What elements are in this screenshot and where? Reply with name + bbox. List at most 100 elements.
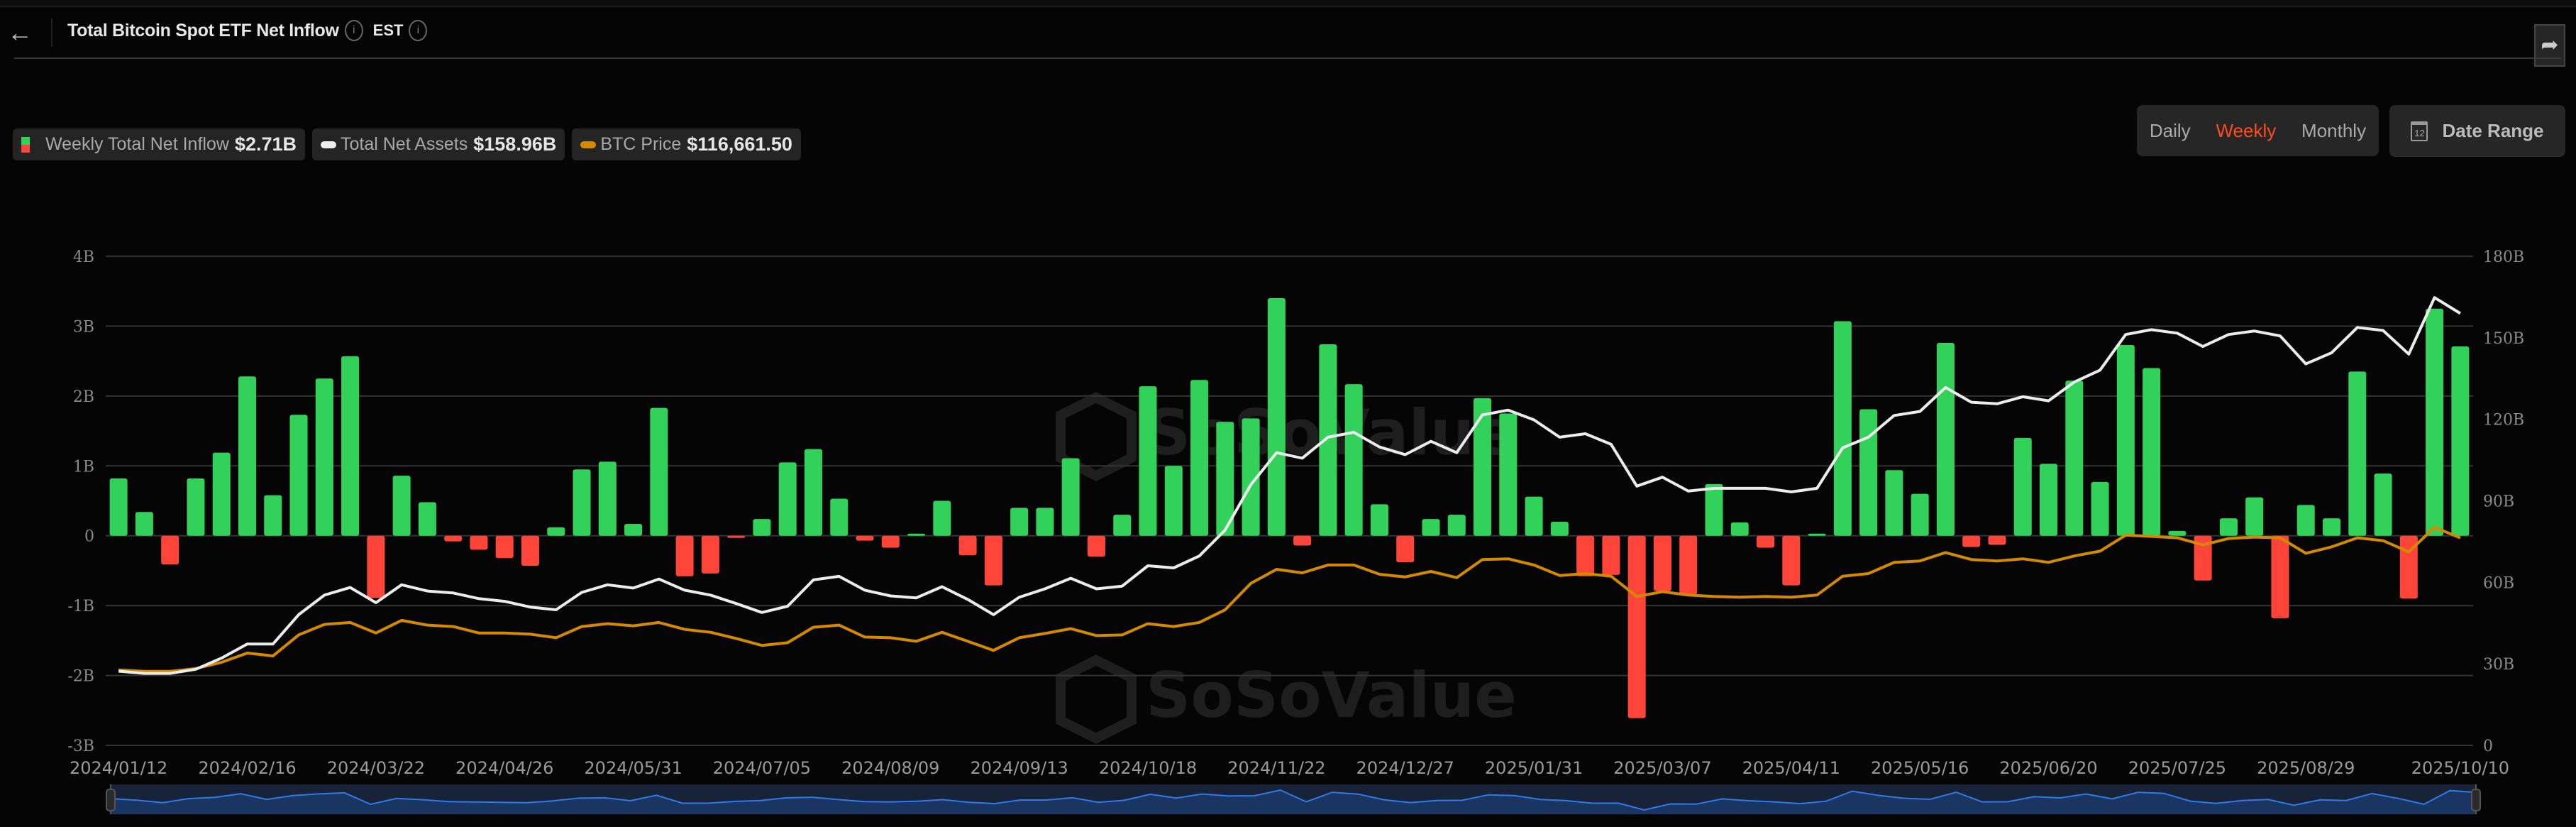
inflow-bar xyxy=(1757,535,1775,548)
inflow-bar xyxy=(2143,368,2161,536)
slider-handle[interactable] xyxy=(106,789,116,811)
period-weekly[interactable]: Weekly xyxy=(2216,119,2277,141)
left-axis-tick-label: 0 xyxy=(84,528,94,546)
inflow-bar xyxy=(2091,481,2109,536)
x-axis-tick-label: 2025/03/07 xyxy=(1613,758,1711,778)
inflow-bar xyxy=(1653,535,1671,591)
inflow-bar xyxy=(907,533,926,536)
inflow-bar xyxy=(1010,508,1029,536)
inflow-bar xyxy=(367,535,385,598)
inflow-bar xyxy=(1422,519,1440,536)
x-axis-tick-label: 2025/08/29 xyxy=(2257,758,2355,778)
period-selector: Daily Weekly Monthly xyxy=(2137,105,2379,156)
x-axis-tick-label: 2025/01/31 xyxy=(1485,758,1583,778)
inflow-bar xyxy=(547,527,565,536)
legend-btc-price[interactable]: BTC Price $116,661.50 xyxy=(572,128,801,160)
slider-handle[interactable] xyxy=(2471,789,2481,811)
range-slider xyxy=(106,784,2481,814)
inflow-bar xyxy=(1474,398,1492,536)
inflow-bar xyxy=(2013,437,2032,536)
right-axis-tick-label: 150B xyxy=(2483,330,2524,348)
left-axis-tick-label: 4B xyxy=(73,248,94,266)
inflow-bar xyxy=(1267,298,1286,536)
inflow-bar xyxy=(2194,535,2212,581)
x-axis-tick-label: 2024/05/31 xyxy=(584,758,682,778)
inflow-bar xyxy=(2271,535,2289,618)
inflow-bar xyxy=(2323,518,2341,536)
info-circle-icon[interactable]: i xyxy=(409,20,428,41)
inflow-bar xyxy=(2296,505,2315,536)
x-axis-tick-label: 2024/07/05 xyxy=(713,758,811,778)
inflow-bar xyxy=(1242,418,1260,536)
inflow-bar xyxy=(2426,308,2444,536)
period-daily[interactable]: Daily xyxy=(2149,119,2191,141)
legend-net-inflow[interactable]: Weekly Total Net Inflow $2.71B xyxy=(13,128,305,160)
inflow-bar xyxy=(1447,515,1466,536)
inflow-bar xyxy=(2374,473,2392,536)
x-axis-tick-label: 2024/10/18 xyxy=(1099,758,1197,778)
inflow-bar xyxy=(238,376,256,536)
share-arrow-icon: ➦ xyxy=(2541,33,2559,57)
inflow-bar xyxy=(1730,522,1749,536)
inflow-bar xyxy=(1576,535,1595,576)
date-range-label: Date Range xyxy=(2442,120,2544,141)
info-circle-icon[interactable]: i xyxy=(344,20,363,41)
inflow-bar xyxy=(675,535,694,576)
right-axis-tick-label: 120B xyxy=(2483,412,2524,429)
inflow-bar xyxy=(1988,535,2006,545)
inflow-bar xyxy=(1319,344,1337,536)
inflow-bar xyxy=(1216,422,1234,536)
inflow-bar xyxy=(1396,535,1415,563)
inflow-bar xyxy=(1164,466,1183,536)
x-axis-tick-label: 2024/04/26 xyxy=(455,758,553,778)
x-axis-tick-label: 2025/05/16 xyxy=(1871,758,1969,778)
inflow-bar xyxy=(958,535,977,556)
share-button[interactable]: ➦ xyxy=(2534,24,2565,67)
inflow-bar xyxy=(2219,518,2238,536)
right-axis-tick-label: 90B xyxy=(2483,493,2514,511)
inflow-bar xyxy=(2116,345,2135,536)
inflow-bar xyxy=(573,469,591,536)
watermark-logo: SoSoValue xyxy=(1056,392,1517,481)
x-axis-tick-label: 2024/08/09 xyxy=(841,758,939,778)
left-axis-tick-label: -3B xyxy=(67,738,94,755)
legend-net-assets[interactable]: Total Net Assets $158.96B xyxy=(312,128,565,160)
net-assets-line xyxy=(118,296,2461,675)
inflow-bar xyxy=(444,535,463,542)
inflow-bar xyxy=(753,519,771,536)
legend: Weekly Total Net Inflow $2.71B Total Net… xyxy=(13,128,801,160)
inflow-bar xyxy=(264,495,282,536)
inflow-bar xyxy=(1911,493,1929,536)
back-button[interactable]: ← xyxy=(7,18,35,47)
inflow-bar xyxy=(701,535,719,574)
period-monthly[interactable]: Monthly xyxy=(2301,119,2367,141)
timezone-label: EST i xyxy=(373,20,428,41)
x-axis-tick-label: 2024/11/22 xyxy=(1227,758,1325,778)
watermark-text: SoSoValue xyxy=(1146,659,1517,732)
inflow-bar xyxy=(727,535,746,538)
btc-price-line xyxy=(118,525,2461,673)
inflow-bar xyxy=(1525,496,1543,536)
watermark-logo: SoSoValue xyxy=(1056,655,1517,744)
inflow-bar xyxy=(495,535,514,559)
inflow-bar xyxy=(1705,483,1723,536)
calendar-icon: 12 xyxy=(2411,121,2428,141)
inflow-bar xyxy=(984,535,1002,586)
inflow-bar xyxy=(470,535,488,550)
date-range-button[interactable]: 12 Date Range xyxy=(2389,105,2565,157)
inflow-bar xyxy=(1499,413,1518,536)
inflow-bar xyxy=(1962,535,1981,547)
right-axis-tick-label: 0 xyxy=(2483,738,2493,755)
inflow-bar xyxy=(187,478,205,536)
left-axis-tick-label: 2B xyxy=(73,388,94,406)
inflow-bar xyxy=(650,407,668,536)
inflow-bar xyxy=(2065,380,2084,536)
inflow-bar xyxy=(315,378,333,536)
x-axis-tick-label: 2025/04/11 xyxy=(1742,758,1840,778)
inflow-bar xyxy=(161,535,179,565)
right-axis-tick-label: 60B xyxy=(2483,574,2514,592)
inflow-bar xyxy=(392,476,411,536)
inflow-bar xyxy=(1627,535,1646,718)
x-axis-tick-label: 2024/01/12 xyxy=(70,758,167,778)
